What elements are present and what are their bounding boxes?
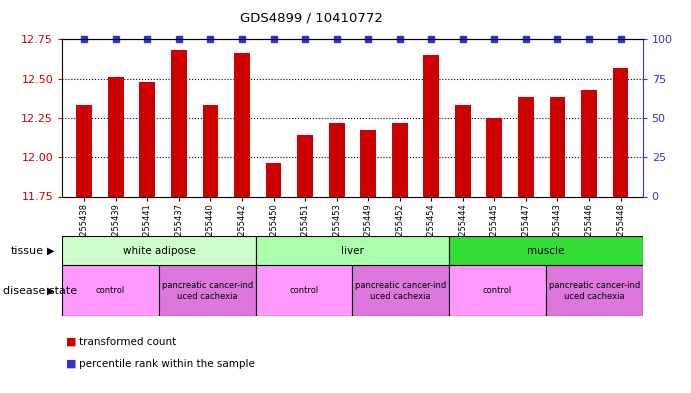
Text: ■: ■: [66, 337, 76, 347]
Bar: [449, 265, 546, 316]
Bar: [486, 118, 502, 196]
Bar: [329, 123, 345, 196]
Bar: [360, 130, 376, 196]
Bar: [140, 82, 155, 196]
Text: control: control: [290, 286, 319, 295]
Bar: [265, 163, 281, 196]
Bar: [234, 53, 250, 196]
Bar: [77, 105, 92, 196]
Text: GDS4899 / 10410772: GDS4899 / 10410772: [240, 12, 382, 25]
Bar: [392, 123, 408, 196]
Text: liver: liver: [341, 246, 364, 255]
Bar: [581, 90, 597, 196]
Text: ▶: ▶: [47, 246, 54, 255]
Bar: [549, 97, 565, 196]
Bar: [108, 77, 124, 196]
Bar: [256, 236, 449, 265]
Text: percentile rank within the sample: percentile rank within the sample: [79, 358, 256, 369]
Bar: [613, 68, 628, 196]
Bar: [62, 236, 256, 265]
Bar: [455, 105, 471, 196]
Bar: [297, 135, 313, 196]
Bar: [352, 265, 449, 316]
Text: white adipose: white adipose: [122, 246, 196, 255]
Bar: [62, 265, 159, 316]
Text: disease state: disease state: [3, 286, 77, 296]
Text: transformed count: transformed count: [79, 337, 177, 347]
Text: pancreatic cancer-ind
uced cachexia: pancreatic cancer-ind uced cachexia: [162, 281, 253, 301]
Bar: [518, 97, 534, 196]
Text: control: control: [96, 286, 125, 295]
Bar: [159, 265, 256, 316]
Bar: [424, 55, 439, 196]
Bar: [449, 236, 643, 265]
Text: control: control: [483, 286, 512, 295]
Text: pancreatic cancer-ind
uced cachexia: pancreatic cancer-ind uced cachexia: [549, 281, 640, 301]
Bar: [202, 105, 218, 196]
Text: tissue: tissue: [10, 246, 44, 255]
Text: muscle: muscle: [527, 246, 565, 255]
Text: ▶: ▶: [47, 286, 54, 296]
Bar: [256, 265, 352, 316]
Bar: [171, 50, 187, 196]
Bar: [546, 265, 643, 316]
Text: ■: ■: [66, 358, 76, 369]
Text: pancreatic cancer-ind
uced cachexia: pancreatic cancer-ind uced cachexia: [355, 281, 446, 301]
